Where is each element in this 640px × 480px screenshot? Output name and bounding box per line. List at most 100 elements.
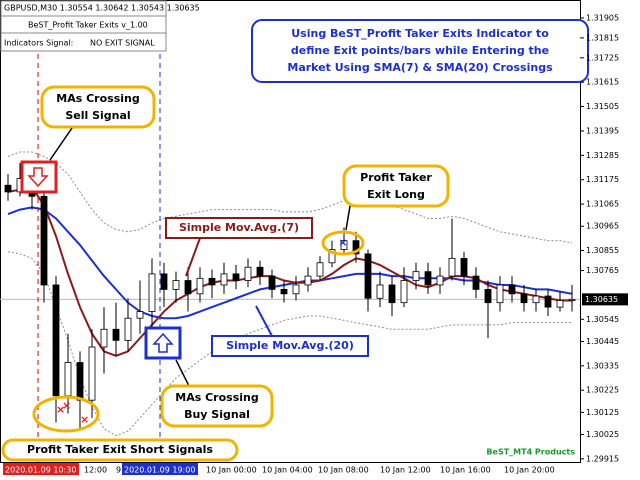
callout-text: Exit Long bbox=[367, 188, 425, 201]
axes: 1.31905 1.31815 1.31725 1.31615 1.31505 1.313… bbox=[3, 13, 628, 475]
y-tick-label: 1.31505 bbox=[586, 102, 619, 111]
callout-text: MAs Crossing bbox=[175, 391, 258, 404]
x-label-bg bbox=[122, 463, 198, 475]
last-price-tag bbox=[582, 293, 628, 306]
callout-text: Profit Taker bbox=[360, 171, 432, 184]
info-box bbox=[0, 0, 167, 52]
candle-body bbox=[496, 284, 504, 304]
candle-body bbox=[88, 346, 96, 401]
highlight-ring bbox=[321, 230, 365, 256]
y-tick-label: 1.31815 bbox=[586, 33, 619, 42]
y-tick-label: 1.30855 bbox=[586, 246, 619, 255]
candle-body bbox=[292, 284, 300, 295]
candle-body bbox=[400, 280, 408, 304]
candle-body bbox=[160, 273, 168, 290]
y-tick-label: 1.30225 bbox=[586, 386, 619, 395]
candle-body bbox=[316, 262, 324, 277]
exit-short-marker: × bbox=[80, 413, 89, 426]
candle-body bbox=[4, 184, 12, 193]
pointer bbox=[345, 205, 351, 231]
annotation-line: Using BeST_Profit Taker Exits Indicator … bbox=[291, 27, 549, 40]
candle-body bbox=[448, 257, 456, 277]
info-panel: GBPUSD,M30 1.30554 1.30642 1.30543 1.306… bbox=[0, 0, 200, 52]
callout-box bbox=[211, 335, 369, 357]
indicator-name: BeST_Profit Taker Exits v_1.00 bbox=[28, 21, 148, 30]
y-tick-label: 1.31725 bbox=[586, 53, 619, 62]
y-tick-label: 1.30125 bbox=[586, 408, 619, 417]
sell-arrow bbox=[27, 167, 49, 188]
annotation-box bbox=[251, 19, 589, 83]
signal-value: NO EXIT SIGNAL bbox=[90, 39, 155, 48]
candle-body bbox=[76, 362, 84, 401]
candle-body bbox=[364, 253, 372, 299]
x-tick-label: 10 Jan 00:00 bbox=[206, 466, 257, 475]
y-tick-label: 1.31395 bbox=[586, 126, 619, 135]
x-tick-label: 10 Jan 08:00 bbox=[318, 466, 369, 475]
x-tick-label: 12:00 bbox=[84, 466, 107, 475]
indicator-line bbox=[7, 251, 572, 437]
candle-body bbox=[484, 288, 492, 304]
candle-body bbox=[436, 275, 444, 286]
callout-text: Profit Taker Exit Short Signals bbox=[27, 443, 213, 456]
x-tick-label: 10 Jan 20:00 bbox=[504, 466, 555, 475]
x-tick-label: 10 Jan 12:00 bbox=[380, 466, 431, 475]
callout-box bbox=[342, 164, 450, 208]
candle-body bbox=[256, 266, 264, 277]
x-tick-label: 10 Jan 04:00 bbox=[262, 466, 313, 475]
y-tick-label: 1.30445 bbox=[586, 337, 619, 346]
candle-body bbox=[532, 295, 540, 304]
candle-body bbox=[184, 280, 192, 295]
highlight-ring bbox=[32, 395, 100, 433]
candle-body bbox=[64, 362, 72, 397]
callout-box bbox=[160, 384, 274, 428]
pointer bbox=[255, 305, 273, 337]
candle-body bbox=[376, 284, 384, 299]
candle-body bbox=[340, 240, 348, 250]
y-tick-label: 1.30335 bbox=[586, 361, 619, 370]
candle-body bbox=[412, 271, 420, 281]
candle-body bbox=[220, 273, 228, 286]
candle-body bbox=[172, 280, 180, 290]
candle-body bbox=[52, 284, 60, 397]
candle-body bbox=[148, 273, 156, 312]
y-tick-label: 1.30765 bbox=[586, 266, 619, 275]
candle-body bbox=[472, 275, 480, 290]
candle-body bbox=[388, 284, 396, 304]
callout-box bbox=[165, 217, 313, 239]
candle-body bbox=[112, 328, 120, 341]
y-tick-label: 1.31285 bbox=[586, 151, 619, 160]
candle-body bbox=[304, 275, 312, 286]
candle-body bbox=[352, 240, 360, 255]
candle-body bbox=[136, 311, 144, 319]
x-tick-label: 10 Jan 16:00 bbox=[440, 466, 491, 475]
y-tick-label: 1.31175 bbox=[586, 175, 619, 184]
callout-text: MAs Crossing bbox=[56, 92, 139, 105]
y-tick-label: 1.30545 bbox=[586, 315, 619, 324]
y-tick-label: 1.31065 bbox=[586, 200, 619, 209]
y-tick-label: 1.30025 bbox=[586, 430, 619, 439]
signal-label: Indicators Signal: bbox=[4, 39, 73, 48]
y-tick-label: 1.31905 bbox=[586, 13, 619, 22]
candle-body bbox=[100, 328, 108, 348]
callout-text: Buy Signal bbox=[184, 408, 250, 421]
callout-box bbox=[1, 438, 239, 462]
exit-long-marker: × bbox=[338, 236, 347, 249]
last-price-label: 1.30635 bbox=[585, 295, 618, 304]
candle-body bbox=[232, 273, 240, 281]
candle-body bbox=[460, 257, 468, 277]
exit-short-marker: × bbox=[56, 403, 65, 416]
plot bbox=[0, 151, 580, 437]
callout-text: Sell Signal bbox=[65, 109, 130, 122]
y-tick-label: 1.31615 bbox=[586, 78, 619, 87]
candle-body bbox=[268, 275, 276, 290]
annotation-line: Market Using SMA(7) & SMA(20) Crossings bbox=[287, 61, 553, 74]
y-tick-label: 1.29915 bbox=[586, 454, 619, 463]
candle-body bbox=[520, 293, 528, 304]
candle-body bbox=[208, 277, 216, 286]
x-tick-label: 2020.01.09 19:00 bbox=[124, 466, 195, 475]
candle-body bbox=[556, 300, 564, 308]
watermark: BeST_MT4 Products bbox=[486, 448, 575, 457]
candle-body bbox=[40, 195, 48, 286]
callout-text: Simple Mov.Avg.(20) bbox=[226, 339, 354, 352]
